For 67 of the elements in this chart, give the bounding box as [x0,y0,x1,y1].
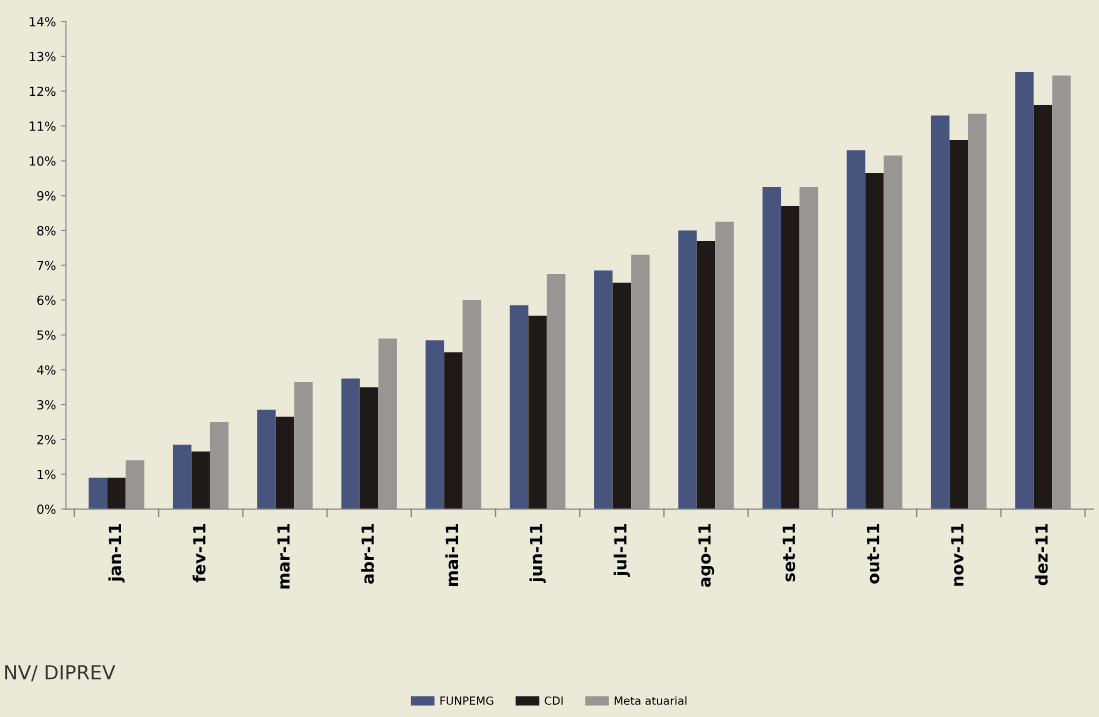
bar [930,115,950,510]
bar [678,230,697,510]
bar [509,305,529,510]
x-tick-label: out-11 [866,524,880,584]
x-tick-label: dez-11 [1034,524,1048,586]
y-tick-label: 4% [37,365,56,375]
bar [865,173,884,510]
x-tick-label: fev-11 [192,524,206,583]
bar [846,150,866,510]
bar [341,378,360,510]
bar [1015,72,1034,510]
y-tick-label: 10% [29,156,56,166]
bar [546,274,566,510]
legend-label: Meta atuarial [614,696,687,705]
y-tick-label: 3% [37,400,56,410]
x-tick-label: abr-11 [361,524,374,584]
bar [781,206,800,510]
bar [1033,105,1053,510]
bar [172,444,192,510]
x-tick-label: jan-11 [108,524,125,583]
bar [696,240,716,510]
bar [191,451,210,510]
bar [528,315,547,510]
bar [799,186,819,510]
bar [968,113,987,510]
y-tick-label: 14% [29,16,56,27]
x-tick-label: jun-11 [529,524,546,584]
y-tick-label: 9% [37,191,56,201]
bar [949,139,969,510]
bar [612,282,632,510]
y-tick-label: 12% [29,86,56,97]
y-tick-label: 2% [37,434,56,445]
y-tick-label: 6% [37,295,56,306]
x-tick-label: set-11 [782,524,796,582]
y-tick-label: 13% [29,51,56,62]
legend-label: CDI [544,696,563,705]
y-tick-label: 5% [37,330,56,340]
bar [1052,75,1071,510]
bar [107,477,126,510]
y-tick-label: 11% [29,121,56,131]
x-tick-label: mar-11 [277,524,290,589]
bar [209,422,229,510]
bar [594,270,613,510]
bar [125,460,145,510]
legend-label: FUNPEMG [440,696,494,705]
bar [462,300,482,510]
bar [444,352,463,510]
bar [275,416,295,510]
text: NV/ DIPREV [5,665,116,682]
y-tick-label: 0% [37,504,56,514]
bar [359,387,379,510]
x-tick-label: nov-11 [951,524,964,586]
bar [883,155,903,510]
y-tick-label: 8% [37,225,56,236]
x-tick-label: jul-11 [613,524,630,577]
x-tick-label: mai-11 [445,524,459,587]
bar [425,340,445,510]
bar [762,186,782,510]
bar [631,254,650,510]
bar [257,409,276,510]
x-tick-label: ago-11 [698,524,715,587]
bar [378,338,397,510]
bar [294,381,313,510]
bar [88,477,108,510]
bar [715,221,734,510]
y-tick-label: 1% [37,469,56,480]
y-tick-label: 7% [37,260,56,271]
